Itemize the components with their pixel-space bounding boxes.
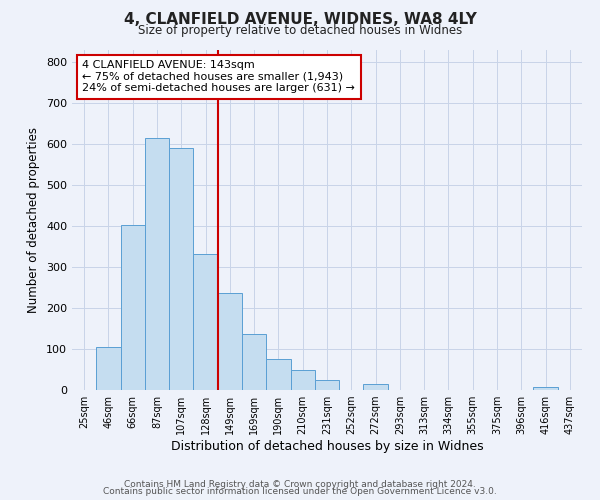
Bar bbox=[266, 359, 290, 390]
Bar bbox=[242, 334, 266, 390]
Bar bbox=[364, 384, 388, 390]
Bar bbox=[290, 370, 315, 390]
Bar bbox=[121, 225, 145, 390]
X-axis label: Distribution of detached houses by size in Widnes: Distribution of detached houses by size … bbox=[170, 440, 484, 453]
Text: Contains public sector information licensed under the Open Government Licence v3: Contains public sector information licen… bbox=[103, 487, 497, 496]
Bar bbox=[169, 148, 193, 390]
Bar bbox=[315, 380, 339, 390]
Bar bbox=[218, 294, 242, 390]
Y-axis label: Number of detached properties: Number of detached properties bbox=[28, 127, 40, 313]
Bar bbox=[145, 138, 169, 390]
Text: 4 CLANFIELD AVENUE: 143sqm
← 75% of detached houses are smaller (1,943)
24% of s: 4 CLANFIELD AVENUE: 143sqm ← 75% of deta… bbox=[82, 60, 355, 94]
Bar bbox=[533, 387, 558, 390]
Text: Size of property relative to detached houses in Widnes: Size of property relative to detached ho… bbox=[138, 24, 462, 37]
Bar bbox=[193, 254, 218, 390]
Bar bbox=[96, 347, 121, 390]
Text: Contains HM Land Registry data © Crown copyright and database right 2024.: Contains HM Land Registry data © Crown c… bbox=[124, 480, 476, 489]
Text: 4, CLANFIELD AVENUE, WIDNES, WA8 4LY: 4, CLANFIELD AVENUE, WIDNES, WA8 4LY bbox=[124, 12, 476, 28]
